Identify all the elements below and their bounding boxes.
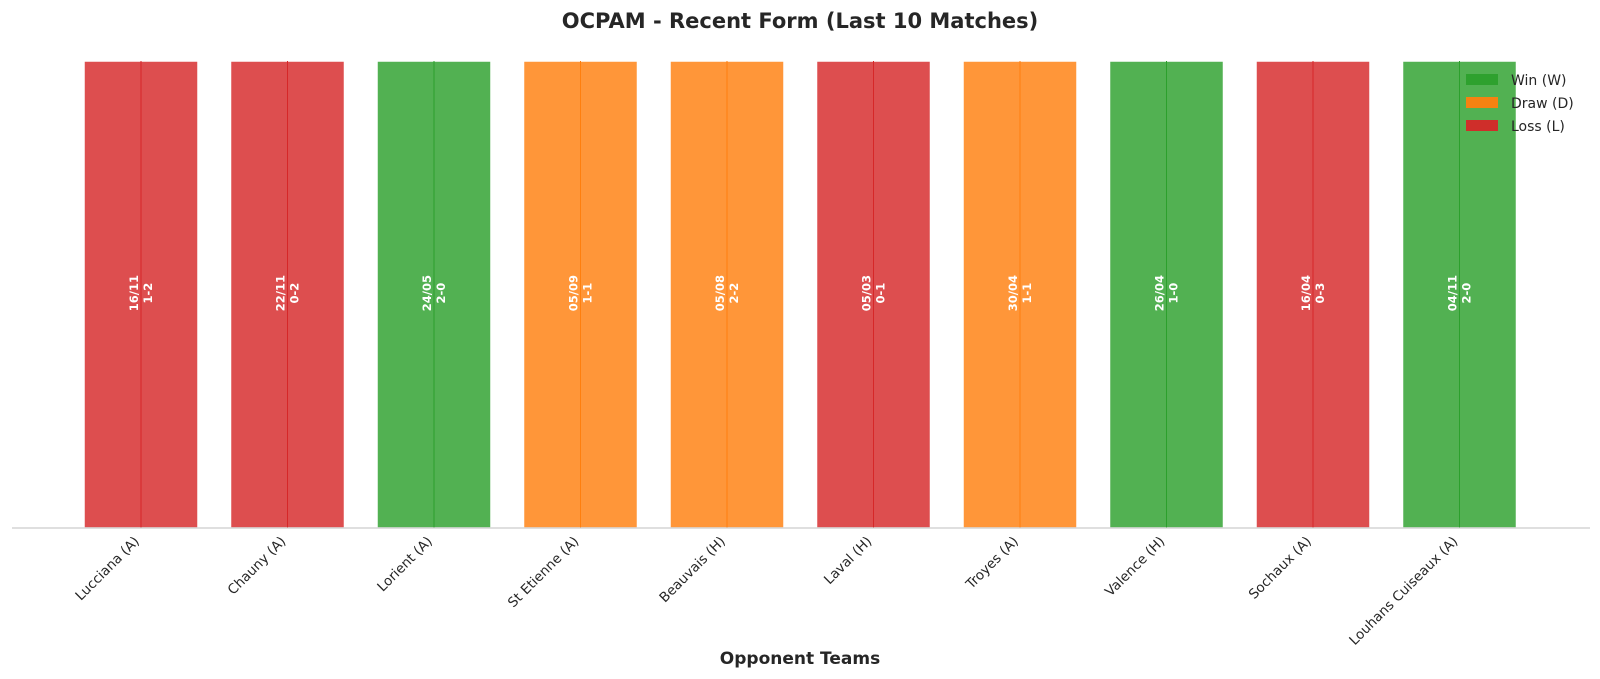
- bar-score-label: 1-1: [581, 283, 595, 304]
- x-tick-label-10: Louhans Cuiseaux (A): [1346, 534, 1461, 649]
- bar-date-label: 05/03: [860, 275, 874, 311]
- bar-data-label-6: 05/030-1: [860, 275, 888, 311]
- x-tick-labels: Lucciana (A) Chauny (A) Lorient (A) St Etie…: [72, 534, 1461, 649]
- legend-swatch-w: [1466, 74, 1498, 85]
- bar-score-label: 1-2: [141, 283, 155, 304]
- bar-data-label-7: 30/041-1: [1006, 275, 1034, 311]
- bar-date-label: 16/04: [1299, 275, 1313, 311]
- bars-layer: 16/111-2 22/110-2 24/052-0 05/091-1 05/082-2…: [83, 60, 1518, 529]
- bar-data-label-10: 04/112-0: [1446, 275, 1474, 311]
- bar-score-label: 0-3: [1313, 283, 1327, 304]
- x-tick-label-7: Troyes (A): [962, 534, 1022, 594]
- bar-score-label: 2-2: [727, 283, 741, 304]
- bar-score-label: 1-1: [1020, 283, 1034, 304]
- bar-data-label-2: 22/110-2: [274, 275, 302, 311]
- bar-data-label-1: 16/111-2: [127, 275, 155, 311]
- bar-date-label: 24/05: [420, 275, 434, 311]
- x-axis-label: Opponent Teams: [720, 649, 880, 669]
- bar-data-label-3: 24/052-0: [420, 275, 448, 311]
- bar-data-label-5: 05/082-2: [713, 275, 741, 311]
- bar-date-label: 16/11: [127, 275, 141, 311]
- x-tick-label-9: Sochaux (A): [1246, 534, 1315, 603]
- x-tick-label-1: Lucciana (A): [72, 534, 142, 604]
- bar-date-label: 30/04: [1006, 275, 1020, 311]
- legend-swatch-d: [1466, 97, 1498, 108]
- x-tick-label-5: Beauvais (H): [656, 534, 728, 606]
- legend-label-d: Draw (D): [1511, 96, 1574, 112]
- legend-label-w: Win (W): [1511, 73, 1567, 89]
- bar-date-label: 26/04: [1153, 275, 1167, 311]
- bar-data-label-9: 16/040-3: [1299, 275, 1327, 311]
- bar-date-label: 22/11: [274, 275, 288, 311]
- bar-date-label: 05/09: [567, 275, 581, 311]
- bar-score-label: 1-0: [1167, 283, 1181, 304]
- bar-score-label: 2-0: [1460, 283, 1474, 304]
- x-tick-label-4: St Etienne (A): [505, 534, 582, 611]
- bar-date-label: 05/08: [713, 275, 727, 311]
- bar-score-label: 0-1: [874, 283, 888, 304]
- legend-swatch-l: [1466, 120, 1498, 131]
- bar-data-label-4: 05/091-1: [567, 275, 595, 311]
- legend-label-l: Loss (L): [1511, 119, 1565, 135]
- bar-score-label: 2-0: [434, 283, 448, 304]
- x-tick-label-2: Chauny (A): [225, 534, 290, 599]
- chart-title: OCPAM - Recent Form (Last 10 Matches): [562, 9, 1038, 33]
- x-tick-label-8: Valence (H): [1102, 534, 1168, 600]
- bar-score-label: 0-2: [288, 283, 302, 304]
- x-tick-label-6: Laval (H): [821, 534, 875, 588]
- legend: Win (W) Draw (D) Loss (L): [1466, 73, 1574, 135]
- bar-data-label-8: 26/041-0: [1153, 275, 1181, 311]
- x-tick-label-3: Lorient (A): [374, 534, 436, 596]
- bar-date-label: 04/11: [1446, 275, 1460, 311]
